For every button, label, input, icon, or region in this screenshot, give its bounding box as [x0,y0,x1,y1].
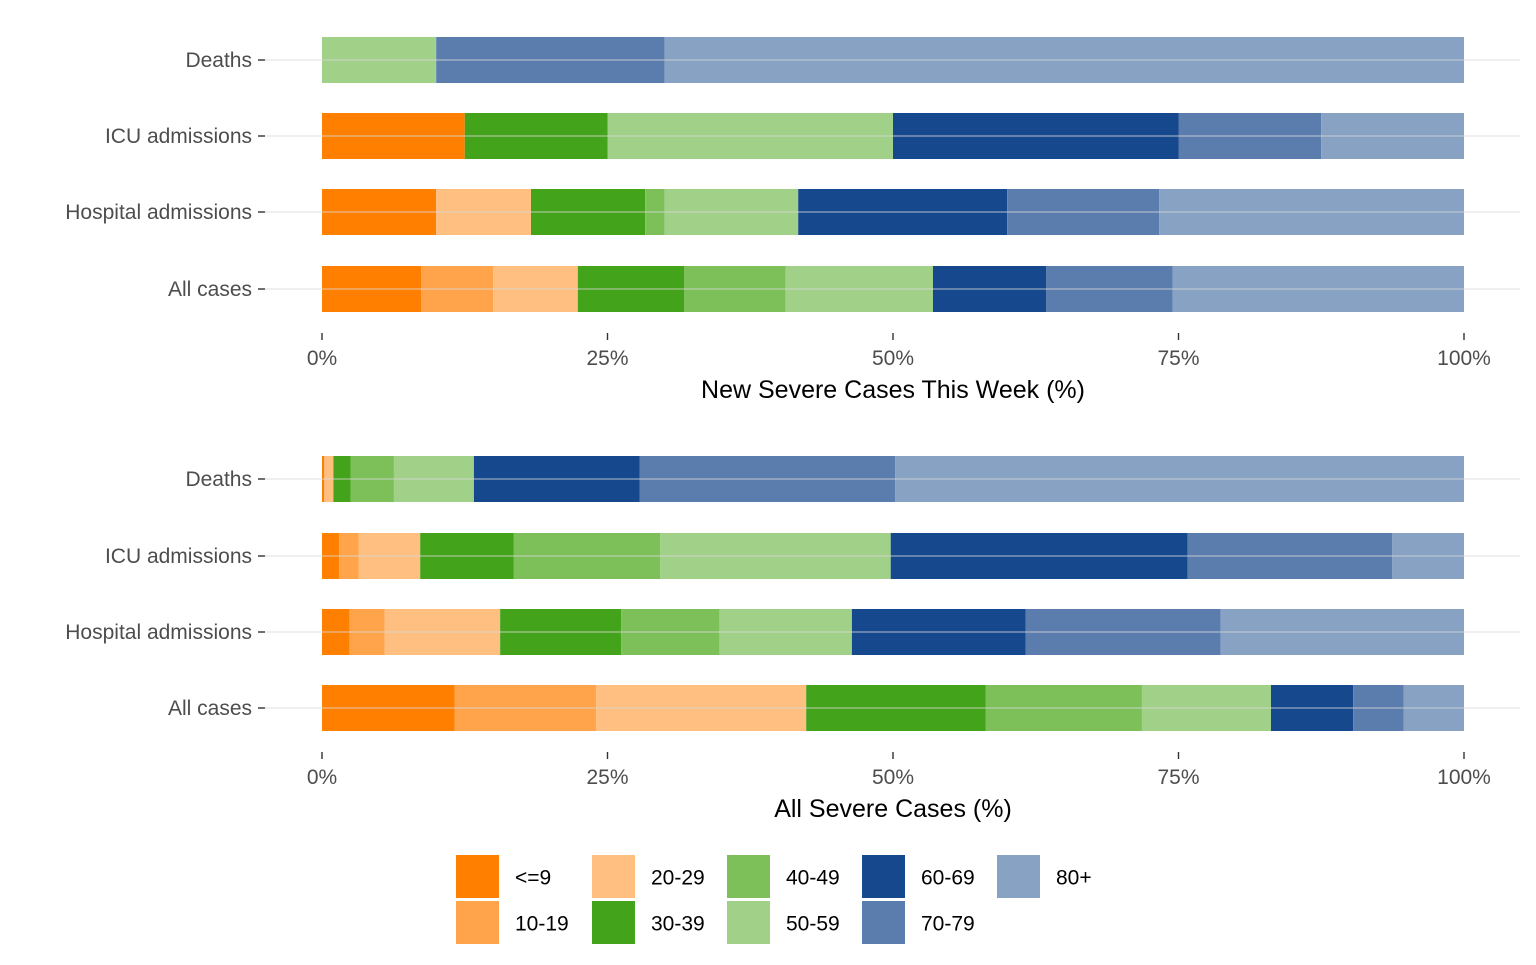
legend-key-le9 [456,855,499,898]
category-label-icu-admissions: ICU admissions [105,125,252,148]
legend-label-70-79: 70-79 [921,913,975,936]
legend-key-30-39 [592,901,635,944]
legend: <=9 10-19 20-29 30-39 40-49 50-59 60-69 70-79 80… [456,855,1092,944]
category-label-all-cases: All cases [168,278,252,301]
legend-key-10-19 [456,901,499,944]
legend-key-80plus [997,855,1040,898]
legend-key-60-69 [862,855,905,898]
category-label-icu-admissions: ICU admissions [105,545,252,568]
legend-label-80plus: 80+ [1056,867,1092,890]
panel-1: Deaths ICU admissions Hospital admissions A… [65,37,1520,404]
legend-label-20-29: 20-29 [651,867,705,890]
category-label-all-cases: All cases [168,697,252,720]
legend-label-60-69: 60-69 [921,867,975,890]
legend-label-40-49: 40-49 [786,867,840,890]
x-tick-label-0: 0% [307,766,337,789]
legend-label-10-19: 10-19 [515,913,569,936]
legend-label-le9: <=9 [515,867,551,890]
legend-label-50-59: 50-59 [786,913,840,936]
x-tick-label-100: 100% [1437,766,1491,789]
x-tick-label-75: 75% [1157,766,1199,789]
x-tick-label-100: 100% [1437,347,1491,370]
legend-key-40-49 [727,855,770,898]
panel-2: Deaths ICU admissions Hospital admissions A… [65,456,1520,823]
category-label-hospital-admissions: Hospital admissions [65,201,252,224]
x-tick-label-0: 0% [307,347,337,370]
x-tick-label-50: 50% [872,766,914,789]
category-label-deaths: Deaths [185,49,252,72]
category-label-hospital-admissions: Hospital admissions [65,621,252,644]
legend-key-70-79 [862,901,905,944]
x-tick-label-25: 25% [586,347,628,370]
x-axis-title: New Severe Cases This Week (%) [701,376,1085,404]
legend-key-20-29 [592,855,635,898]
legend-label-30-39: 30-39 [651,913,705,936]
legend-key-50-59 [727,901,770,944]
x-axis-title: All Severe Cases (%) [774,795,1012,823]
category-label-deaths: Deaths [185,468,252,491]
x-tick-label-25: 25% [586,766,628,789]
x-tick-label-50: 50% [872,347,914,370]
x-tick-label-75: 75% [1157,347,1199,370]
